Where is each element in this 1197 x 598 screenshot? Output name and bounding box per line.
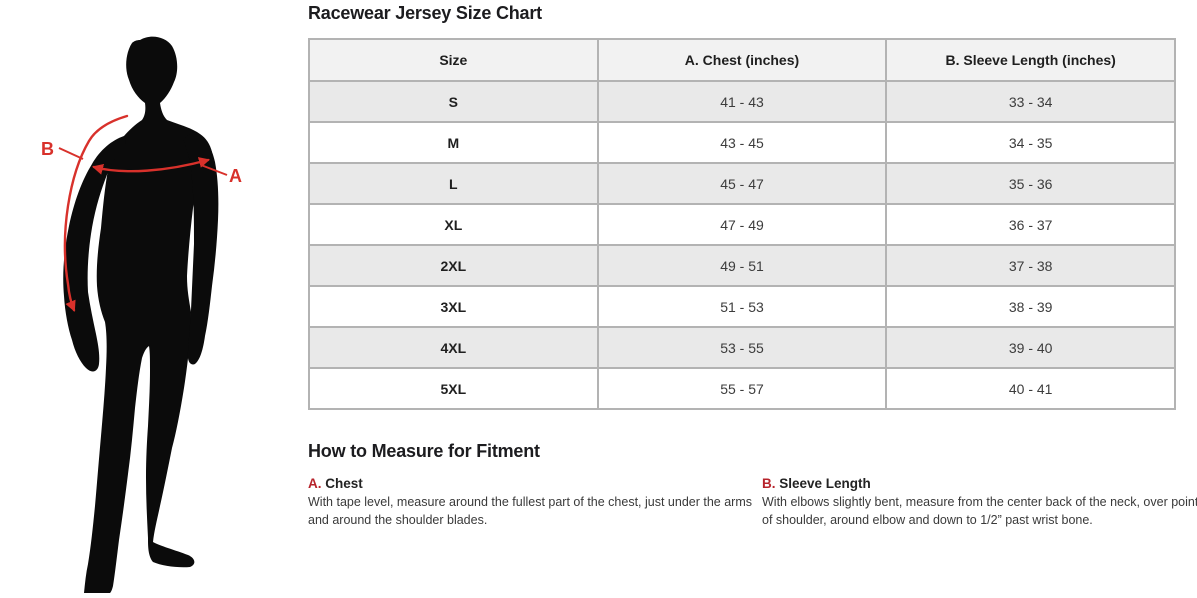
chest-measure-line — [91, 157, 210, 175]
size-cell: 3XL — [308, 285, 599, 328]
size-cell: S — [308, 80, 599, 123]
size-chart-table: Size A. Chest (inches) B. Sleeve Length … — [308, 38, 1176, 410]
chest-cell: 55 - 57 — [596, 367, 888, 410]
table-row: S 41 - 43 33 - 34 — [308, 80, 1176, 123]
table-row: XL 47 - 49 36 - 37 — [308, 203, 1176, 246]
size-cell: M — [308, 121, 599, 164]
chest-cell: 43 - 45 — [596, 121, 888, 164]
size-cell: 2XL — [308, 244, 599, 287]
measure-guide-heading: How to Measure for Fitment — [308, 441, 540, 461]
table-row: 4XL 53 - 55 39 - 40 — [308, 326, 1176, 369]
page-title: Racewear Jersey Size Chart — [308, 3, 542, 23]
measure-desc-a: With tape level, measure around the full… — [308, 495, 752, 527]
header-sleeve: B. Sleeve Length (inches) — [885, 38, 1176, 82]
sleeve-cell: 38 - 39 — [885, 285, 1176, 328]
measure-item-chest: A. Chest With tape level, measure around… — [308, 476, 760, 530]
measure-item-chest-title: A. Chest — [308, 476, 760, 491]
chest-cell: 49 - 51 — [596, 244, 888, 287]
measurement-diagram: B A — [20, 28, 250, 593]
measure-title-a: Chest — [325, 476, 363, 491]
sleeve-cell: 40 - 41 — [885, 367, 1176, 410]
size-cell: XL — [308, 203, 599, 246]
size-cell: 4XL — [308, 326, 599, 369]
measure-item-sleeve: B. Sleeve Length With elbows slightly be… — [762, 476, 1197, 530]
silhouette-left-arm — [63, 136, 126, 372]
sleeve-cell: 33 - 34 — [885, 80, 1176, 123]
measurement-diagram-svg: B A — [41, 36, 242, 593]
size-chart-body: S 41 - 43 33 - 34 M 43 - 45 34 - 35 L 45 - 47 35… — [308, 80, 1176, 410]
male-silhouette — [84, 36, 212, 593]
sleeve-cell: 37 - 38 — [885, 244, 1176, 287]
chest-cell: 51 - 53 — [596, 285, 888, 328]
diagram-label-b: B — [41, 139, 54, 159]
sleeve-cell: 34 - 35 — [885, 121, 1176, 164]
sleeve-cell: 36 - 37 — [885, 203, 1176, 246]
table-row: 5XL 55 - 57 40 - 41 — [308, 367, 1176, 410]
measure-letter-a: A. — [308, 476, 322, 491]
measure-title-b: Sleeve Length — [779, 476, 871, 491]
header-chest: A. Chest (inches) — [596, 38, 888, 82]
sleeve-cell: 35 - 36 — [885, 162, 1176, 205]
chest-cell: 41 - 43 — [596, 80, 888, 123]
measure-desc-b: With elbows slightly bent, measure from … — [762, 495, 1197, 527]
diagram-label-a: A — [229, 166, 242, 186]
measure-item-sleeve-title: B. Sleeve Length — [762, 476, 1197, 491]
chest-cell: 53 - 55 — [596, 326, 888, 369]
sleeve-cell: 39 - 40 — [885, 326, 1176, 369]
size-cell: 5XL — [308, 367, 599, 410]
size-cell: L — [308, 162, 599, 205]
header-row: Size A. Chest (inches) B. Sleeve Length … — [308, 38, 1176, 82]
sleeve-measure-line — [63, 114, 129, 312]
label-a-pointer-line — [200, 164, 228, 176]
chest-cell: 45 - 47 — [596, 162, 888, 205]
table-row: 3XL 51 - 53 38 - 39 — [308, 285, 1176, 328]
chest-cell: 47 - 49 — [596, 203, 888, 246]
size-chart-header: Size A. Chest (inches) B. Sleeve Length … — [308, 38, 1176, 82]
table-row: 2XL 49 - 51 37 - 38 — [308, 244, 1176, 287]
table-row: M 43 - 45 34 - 35 — [308, 121, 1176, 164]
label-b-pointer-line — [58, 147, 84, 160]
table-row: L 45 - 47 35 - 36 — [308, 162, 1176, 205]
measure-letter-b: B. — [762, 476, 776, 491]
header-size: Size — [308, 38, 599, 82]
silhouette-right-arm — [183, 132, 219, 365]
